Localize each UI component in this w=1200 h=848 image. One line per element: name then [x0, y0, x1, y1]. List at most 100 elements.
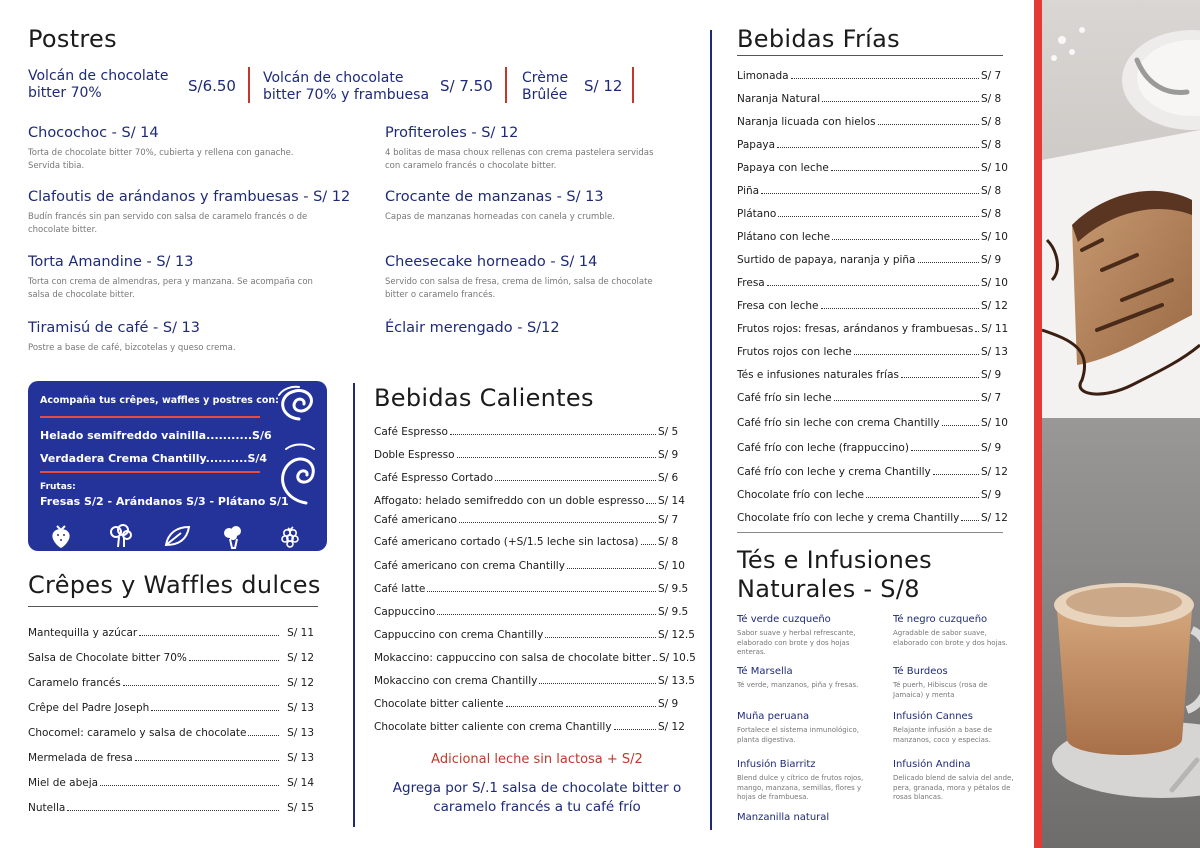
item-price: S/ 10: [981, 277, 1008, 289]
item-name: Caramelo francés: [28, 677, 121, 689]
item-price: S/ 9: [658, 698, 679, 710]
list-item: Cappuccino con crema Chantilly S/ 12.5: [374, 618, 695, 641]
red-stripe: [1034, 0, 1042, 848]
item-name: Chocolate bitter caliente: [374, 698, 504, 710]
item-price: S/ 14: [287, 777, 314, 789]
item-price: S/ 9.5: [658, 606, 689, 618]
item-name: Plátano con leche: [737, 231, 831, 243]
list-item: Naranja Natural S/ 8: [737, 82, 1003, 105]
dessert-desc: Servido con salsa de fresa, crema de lim…: [385, 277, 653, 300]
list-item: Café frío sin leche con crema Chantilly S…: [737, 404, 1008, 429]
item-price: S/ 8: [981, 185, 1002, 197]
item-name: Chocolate frío con leche y crema Chantil…: [737, 512, 960, 524]
item-name: Café americano: [374, 514, 457, 526]
item-price: S/ 12.5: [658, 629, 695, 641]
item-price: S/ 11: [981, 323, 1009, 335]
dessert-photo-image: [1042, 0, 1200, 848]
list-item: Café latte S/ 9.5: [374, 572, 688, 595]
tea-desc: Agradable de sabor suave, elaborado con …: [893, 629, 1008, 647]
item-price: S/ 8: [658, 536, 679, 548]
promo-item: Verdadera Crema Chantilly..........S/4: [40, 452, 268, 465]
divider: [737, 532, 1003, 533]
calientes-list: Café Espresso S/ 5 Doble Espresso S/ 9 Caf…: [374, 415, 696, 733]
dessert-item: Clafoutis de arándanos y frambuesas - S/…: [28, 189, 351, 237]
dessert-name: Cheesecake horneado - S/ 14: [385, 254, 598, 270]
item-name: Naranja licuada con hielos: [737, 116, 876, 128]
item-name: Frutos rojos: fresas, arándanos y frambu…: [737, 323, 974, 335]
item-name: Cappuccino con crema Chantilly: [374, 629, 544, 641]
item-price: S/ 9: [981, 254, 1002, 266]
item-name: Naranja Natural: [737, 93, 821, 105]
item-name: Doble Espresso: [374, 449, 455, 461]
dessert-name: Tiramisú de café - S/ 13: [28, 320, 201, 336]
tea-desc: Sabor suave y herbal refrescante, elabor…: [737, 629, 856, 656]
item-price: S/ 12: [981, 300, 1008, 312]
item-name: Café frío sin leche: [737, 392, 832, 404]
dessert-item: Profiteroles - S/ 12 4 bolitas de masa c…: [385, 125, 670, 173]
list-item: Chocolate bitter caliente S/ 9: [374, 687, 684, 710]
item-price: S/ 6: [658, 472, 679, 484]
list-item: Plátano S/ 8: [737, 197, 1003, 220]
list-item: Caramelo francés S/ 12: [28, 664, 314, 689]
tea-name: Té Burdeos: [893, 666, 948, 677]
divider: [632, 67, 634, 103]
featured-item-name: Crème Brûlée: [522, 70, 569, 103]
broccoli-icon: [110, 524, 132, 548]
divider: [40, 416, 260, 418]
list-item: Chocolate frío con leche y crema Chantil…: [737, 501, 1008, 524]
cauliflower-icon: [224, 526, 241, 549]
tes-title-line: Tés e Infusiones: [737, 546, 932, 574]
item-price: S/ 9: [981, 369, 1002, 381]
item-price: S/ 10: [981, 417, 1008, 429]
tea-desc: Té verde, manzanos, piña y fresas.: [737, 681, 859, 689]
item-name: Papaya con leche: [737, 162, 829, 174]
list-item: Crêpe del Padre Joseph S/ 13: [28, 689, 314, 714]
item-price: S/ 8: [981, 208, 1002, 220]
item-name: Fresa con leche: [737, 300, 819, 312]
list-item: Café frío con leche (frappuccino) S/ 9: [737, 429, 1003, 454]
item-name: Affogato: helado semifreddo con un doble…: [374, 495, 645, 507]
tea-item: Infusión Biarritz Blend dulce y cítrico …: [737, 759, 865, 803]
item-name: Mokaccino: cappuccino con salsa de choco…: [374, 652, 651, 664]
footnote-sauce: Agrega por S/.1 salsa de chocolate bitte…: [392, 780, 682, 815]
dessert-desc: Torta de chocolate bitter 70%, cubierta …: [28, 148, 294, 171]
promo-box: Acompaña tus crêpes, waffles y postres c…: [28, 381, 327, 551]
item-name: Chocolate bitter caliente con crema Chan…: [374, 721, 612, 733]
item-name: Café frío con leche y crema Chantilly: [737, 466, 931, 478]
list-item: Salsa de Chocolate bitter 70% S/ 12: [28, 639, 314, 664]
item-name: Chocolate frío con leche: [737, 489, 865, 501]
tea-name: Té negro cuzqueño: [893, 614, 988, 625]
dessert-name: Éclair merengado - S/12: [385, 320, 560, 336]
tea-desc: Fortalece el sistema inmunológico, plant…: [737, 726, 860, 744]
calientes-title: Bebidas Calientes: [374, 384, 594, 412]
dessert-name: Clafoutis de arándanos y frambuesas - S/…: [28, 189, 351, 205]
tea-name: Infusión Biarritz: [737, 759, 816, 770]
item-name: Chocomel: caramelo y salsa de chocolate: [28, 727, 247, 739]
list-item: Surtido de papaya, naranja y piña S/ 9: [737, 243, 1003, 266]
tea-name: Infusión Cannes: [893, 711, 973, 722]
promo-title: Acompaña tus crêpes, waffles y postres c…: [40, 395, 279, 406]
item-price: S/ 10: [981, 231, 1008, 243]
item-price: S/ 15: [287, 802, 314, 814]
dessert-item: Chocochoc - S/ 14 Torta de chocolate bit…: [28, 125, 313, 173]
tea-item: Infusión Cannes Relajante infusión a bas…: [893, 711, 1015, 745]
item-name: Surtido de papaya, naranja y piña: [737, 254, 916, 266]
item-name: Papaya: [737, 139, 776, 151]
dessert-name: Torta Amandine - S/ 13: [28, 254, 194, 270]
list-item: Café americano con crema Chantilly S/ 10: [374, 548, 685, 572]
item-name: Miel de abeja: [28, 777, 99, 789]
item-name: Café Espresso Cortado: [374, 472, 493, 484]
tea-item: Manzanilla natural: [737, 812, 865, 823]
tes-title: Tés e Infusiones Naturales - S/8: [737, 546, 932, 604]
item-name: Mantequilla y azúcar: [28, 627, 138, 639]
promo-item: Helado semifreddo vainilla...........S/6: [40, 429, 272, 442]
list-item: Mokaccino: cappuccino con salsa de choco…: [374, 641, 696, 664]
footnote-lactose: Adicional leche sin lactosa + S/2: [431, 752, 643, 767]
item-name: Nutella: [28, 802, 66, 814]
postres-title: Postres: [28, 25, 117, 53]
tea-name: Manzanilla natural: [737, 812, 830, 823]
dessert-item: Cheesecake horneado - S/ 14 Servido con …: [385, 254, 670, 302]
item-price: S/ 13: [287, 752, 314, 764]
list-item: Frutos rojos: fresas, arándanos y frambu…: [737, 312, 1009, 335]
list-item: Chocomel: caramelo y salsa de chocolate S…: [28, 714, 314, 739]
